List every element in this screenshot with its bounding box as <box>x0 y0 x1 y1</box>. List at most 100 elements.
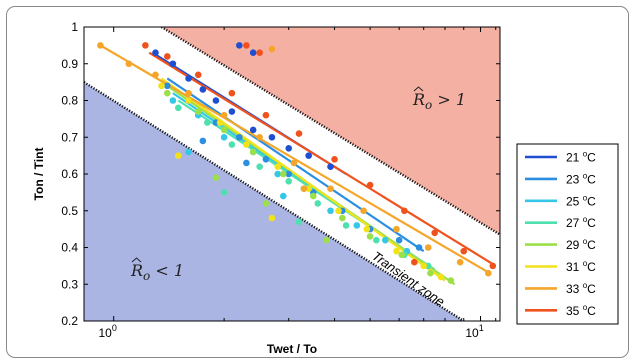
data-point-35 <box>460 247 468 255</box>
chart-frame <box>6 6 629 358</box>
data-point-25 <box>274 170 282 178</box>
data-point-29 <box>262 200 270 207</box>
data-point-31 <box>174 152 182 159</box>
data-point-23 <box>199 137 207 145</box>
y-tick-label: 0.4 <box>61 241 78 255</box>
data-point-21 <box>228 108 236 115</box>
data-point-31 <box>437 273 445 281</box>
data-point-33 <box>256 133 263 141</box>
data-point-31 <box>335 207 342 215</box>
data-point-23 <box>285 170 293 178</box>
data-point-31 <box>420 262 428 270</box>
y-tick-label: 0.6 <box>61 167 78 181</box>
data-point-35 <box>228 89 236 97</box>
data-point-27 <box>220 189 228 196</box>
data-point-31 <box>305 185 312 192</box>
region-low-label: Ro < 1 <box>130 261 184 283</box>
data-point-29 <box>163 89 171 97</box>
data-point-31 <box>393 247 400 255</box>
data-point-35 <box>489 262 497 270</box>
data-point-35 <box>366 181 374 189</box>
data-point-31 <box>243 141 250 148</box>
x-tick-label: 101 <box>465 323 483 340</box>
data-point-29 <box>309 192 317 200</box>
data-point-33 <box>485 269 492 277</box>
data-point-35 <box>411 258 418 266</box>
x-axis-label: Twet / To <box>267 342 317 356</box>
y-tick-label: 0.2 <box>61 314 78 328</box>
data-point-35 <box>142 42 149 49</box>
data-point-25 <box>353 222 361 229</box>
data-point-23 <box>415 244 423 251</box>
data-point-31 <box>216 119 224 126</box>
y-tick-label: 0.3 <box>61 277 78 291</box>
region-low-boundary <box>84 81 465 321</box>
legend-label-23: 23 oC <box>566 171 596 186</box>
data-point-27 <box>295 218 303 226</box>
data-point-27 <box>204 119 211 126</box>
data-point-33 <box>185 89 192 97</box>
data-point-27 <box>174 104 182 112</box>
fit-line-31 <box>160 77 446 282</box>
data-point-31 <box>268 214 276 222</box>
data-point-27 <box>342 222 350 229</box>
data-point-33 <box>360 207 367 215</box>
data-point-25 <box>327 207 334 215</box>
data-point-35 <box>243 42 250 49</box>
data-point-35 <box>262 111 270 119</box>
data-point-21 <box>169 60 177 68</box>
data-point-33 <box>290 159 298 167</box>
data-point-27 <box>314 200 322 207</box>
data-point-29 <box>249 148 257 156</box>
data-point-35 <box>194 71 202 79</box>
data-point-35 <box>163 53 171 60</box>
data-point-21 <box>152 49 159 57</box>
data-point-29 <box>212 174 220 181</box>
data-point-21 <box>268 133 276 141</box>
data-point-31 <box>185 97 192 104</box>
data-point-33 <box>268 45 276 53</box>
data-point-35 <box>295 130 303 137</box>
data-point-27 <box>228 141 236 148</box>
y-axis-label: Ton / Tint <box>32 148 46 201</box>
y-tick-label: 0.7 <box>61 130 78 144</box>
fit-line-35 <box>148 51 494 265</box>
y-tick-label: 0.5 <box>61 204 78 218</box>
legend-label-35: 35 oC <box>566 303 596 318</box>
y-tick-label: 1 <box>71 20 78 34</box>
data-point-35 <box>256 49 263 57</box>
data-point-29 <box>427 269 434 277</box>
data-point-35 <box>431 229 438 237</box>
data-point-23 <box>236 133 243 141</box>
data-point-23 <box>163 82 171 90</box>
data-point-21 <box>199 86 207 93</box>
data-point-33 <box>393 225 400 233</box>
data-point-29 <box>447 277 455 284</box>
y-tick-label: 0.8 <box>61 94 78 108</box>
data-point-21 <box>327 163 334 170</box>
data-point-27 <box>373 236 380 244</box>
data-point-23 <box>262 156 270 163</box>
region-low-label-hat-icon <box>131 257 142 263</box>
data-point-25 <box>169 97 177 104</box>
data-point-33 <box>220 111 228 119</box>
region-high-label-hat-icon <box>413 86 424 92</box>
data-point-33 <box>327 185 334 192</box>
region-high-boundary <box>160 27 500 236</box>
data-point-21 <box>249 49 257 57</box>
data-point-21 <box>285 144 293 152</box>
data-point-29 <box>194 108 202 115</box>
data-point-25 <box>220 133 228 141</box>
data-point-25 <box>381 236 389 244</box>
data-point-27 <box>285 178 293 185</box>
data-point-29 <box>339 214 346 222</box>
legend-label-29: 29 oC <box>566 237 596 252</box>
data-point-21 <box>185 75 192 82</box>
data-point-35 <box>331 156 338 163</box>
legend-label-27: 27 oC <box>566 215 596 230</box>
data-point-21 <box>212 97 220 104</box>
data-point-27 <box>256 163 263 170</box>
data-point-29 <box>323 236 330 244</box>
data-point-25 <box>185 148 192 156</box>
